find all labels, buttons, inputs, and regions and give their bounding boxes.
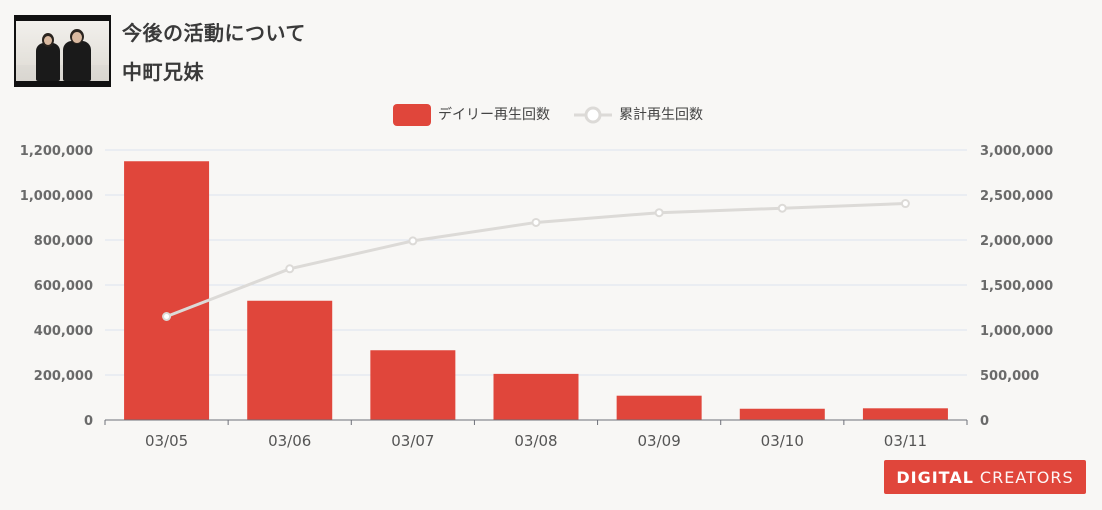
y-right-tick-label: 0 (980, 414, 989, 429)
y-right-tick-label: 3,000,000 (980, 144, 1053, 159)
y-right-tick-label: 2,500,000 (980, 189, 1053, 204)
axes: 0 200,000 400,000 600,000 800,000 1,000,000 1,… (20, 144, 1053, 450)
y-right-tick-label: 1,500,000 (980, 279, 1053, 294)
line-point (777, 203, 787, 213)
line-point (531, 217, 541, 227)
legend-swatch-bar (393, 104, 431, 126)
x-tick-label: 03/05 (145, 432, 188, 450)
y-left-tick-label: 800,000 (34, 234, 93, 249)
video-title: 今後の活動について (122, 21, 306, 45)
bar-series (124, 161, 948, 420)
video-thumbnail[interactable] (14, 15, 111, 87)
bar (616, 395, 702, 420)
grid-lines (105, 149, 967, 376)
brand-logo: DIGITAL CREATORS (884, 460, 1086, 494)
line-point (162, 312, 172, 321)
brand-logo-light: CREATORS (979, 467, 1074, 487)
brand-logo-bold: DIGITAL (896, 467, 974, 487)
x-tick-label: 03/11 (884, 432, 927, 450)
thumbnail-image (16, 21, 109, 81)
x-tick-label: 03/06 (268, 432, 311, 450)
legend: デイリー再生回数 累計再生回数 (393, 104, 703, 126)
legend-label-bar: デイリー再生回数 (438, 106, 550, 123)
y-left-tick-label: 1,200,000 (20, 144, 93, 159)
x-tick-label: 03/08 (514, 432, 557, 450)
y-left-tick-label: 400,000 (34, 324, 93, 339)
y-left-tick-label: 1,000,000 (20, 189, 93, 204)
y-right-tick-label: 500,000 (980, 369, 1039, 384)
x-tick-label: 03/10 (761, 432, 804, 450)
legend-label-line: 累計再生回数 (619, 107, 703, 123)
legend-swatch-marker (584, 106, 602, 124)
line-series (162, 199, 910, 321)
line-point (900, 199, 910, 209)
bar (862, 408, 948, 420)
y-left-tick-label: 0 (84, 414, 93, 429)
x-tick-label: 03/07 (391, 432, 434, 450)
y-right-tick-label: 1,000,000 (980, 324, 1053, 339)
y-right-tick-label: 2,000,000 (980, 234, 1053, 249)
bar (493, 373, 579, 420)
bar (739, 408, 825, 420)
y-left-tick-label: 200,000 (34, 369, 93, 384)
bar (247, 300, 333, 420)
line-point (408, 236, 418, 246)
bar (124, 161, 210, 420)
line-point (285, 264, 295, 274)
channel-name: 中町兄妹 (122, 60, 204, 84)
y-left-tick-label: 600,000 (34, 279, 93, 294)
bar (370, 350, 456, 420)
line-point (654, 208, 664, 218)
x-tick-label: 03/09 (638, 432, 681, 450)
